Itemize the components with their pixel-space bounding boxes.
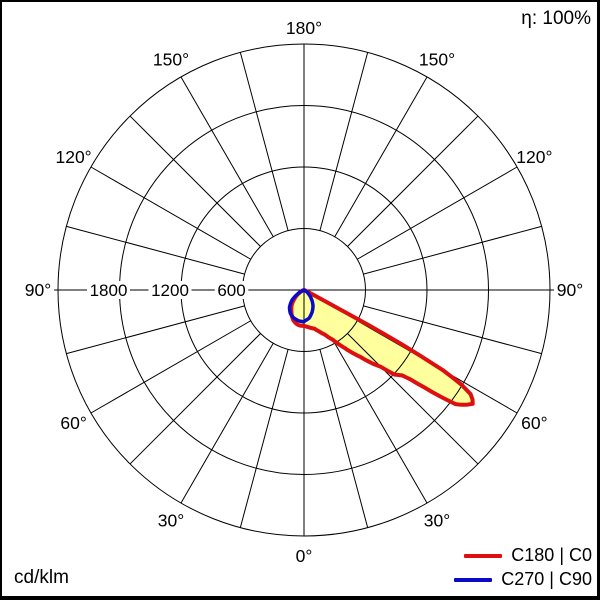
angle-label: 90° <box>25 280 51 300</box>
legend: C180 | C0 C270 | C90 <box>454 545 592 590</box>
grid-spoke <box>66 305 245 355</box>
angle-label: 60° <box>521 413 547 433</box>
angle-label: 120° <box>516 147 552 167</box>
radial-tick-bg <box>214 281 249 299</box>
radial-tick-bg <box>148 281 192 299</box>
grid-spoke <box>239 349 289 528</box>
unit-label: cd/klm <box>14 567 69 588</box>
angle-label: 30° <box>424 511 450 531</box>
grid-spoke <box>129 333 261 465</box>
grid-spoke <box>363 305 542 355</box>
angle-label: 150° <box>419 50 455 70</box>
angle-label: 60° <box>60 413 86 433</box>
legend-label-c180-c0: C180 | C0 <box>511 545 592 565</box>
grid-spoke <box>90 320 251 414</box>
grid-spoke <box>239 52 289 231</box>
radial-tick-label: 600 <box>217 281 245 300</box>
c270-c90-curve <box>287 288 315 324</box>
legend-line-red <box>464 553 503 558</box>
legend-item-c180-c0: C180 | C0 <box>464 545 592 566</box>
angle-label: 120° <box>55 147 91 167</box>
grid-spoke <box>66 225 245 275</box>
beam-fill <box>291 290 473 405</box>
angle-label: 90° <box>557 280 583 300</box>
angle-label: 180° <box>286 18 322 38</box>
angle-label: 0° <box>296 546 313 566</box>
grid-spoke <box>180 343 274 504</box>
radial-tick-bg <box>87 281 130 299</box>
grid-spoke <box>363 225 542 275</box>
legend-item-c270-c90: C270 | C90 <box>454 569 592 590</box>
grid-spoke <box>90 166 251 260</box>
grid-spoke <box>347 333 479 465</box>
grid-spoke <box>319 349 369 528</box>
legend-line-blue <box>454 577 493 582</box>
grid-spoke <box>129 115 261 247</box>
radial-tick-label: 1200 <box>151 281 189 300</box>
grid-spoke <box>334 343 428 504</box>
legend-label-c270-c90: C270 | C90 <box>501 569 592 589</box>
grid-spoke <box>357 166 518 260</box>
grid-spoke <box>334 76 428 237</box>
efficiency-label: η: 100% <box>521 8 591 29</box>
grid-spoke <box>180 76 274 237</box>
radial-tick-label: 1800 <box>90 281 128 300</box>
grid-spoke <box>347 115 479 247</box>
angle-label: 150° <box>153 50 189 70</box>
angle-label: 30° <box>158 511 184 531</box>
grid-spoke <box>319 52 369 231</box>
